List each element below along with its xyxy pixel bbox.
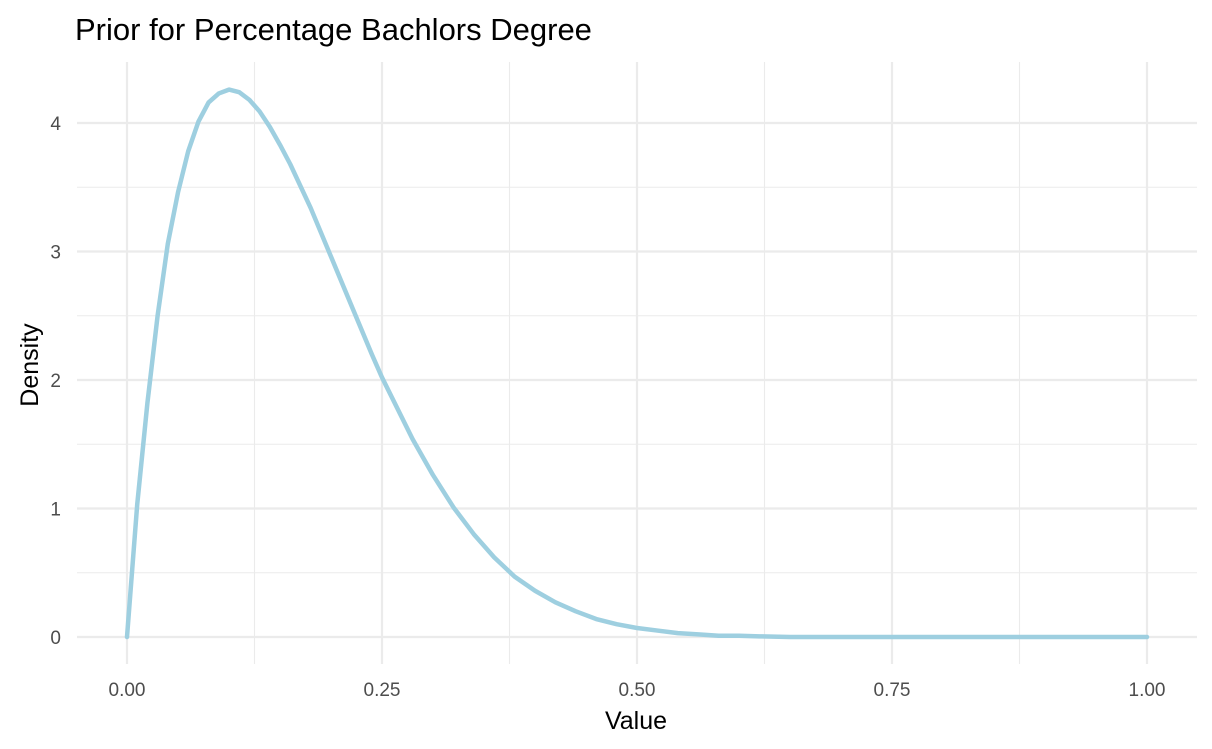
x-axis-title: Value <box>605 707 667 735</box>
x-tick-label: 0.00 <box>109 680 146 701</box>
x-tick-label: 0.50 <box>619 680 656 701</box>
y-axis-title: Density <box>16 323 44 407</box>
y-tick-labels: 0 1 2 3 4 <box>50 114 61 649</box>
chart-title: Prior for Percentage Bachlors Degree <box>75 12 592 47</box>
x-tick-label: 0.25 <box>364 680 401 701</box>
x-tick-label: 1.00 <box>1129 680 1166 701</box>
x-tick-labels: 0.00 0.25 0.50 0.75 1.00 <box>109 680 1166 701</box>
y-tick-label: 1 <box>50 500 61 521</box>
y-tick-label: 0 <box>50 628 61 649</box>
x-tick-label: 0.75 <box>874 680 911 701</box>
major-gridlines <box>77 62 1197 664</box>
y-tick-label: 3 <box>50 243 61 264</box>
density-line <box>124 87 1150 640</box>
y-tick-label: 2 <box>50 371 61 392</box>
y-tick-label: 4 <box>50 114 61 135</box>
